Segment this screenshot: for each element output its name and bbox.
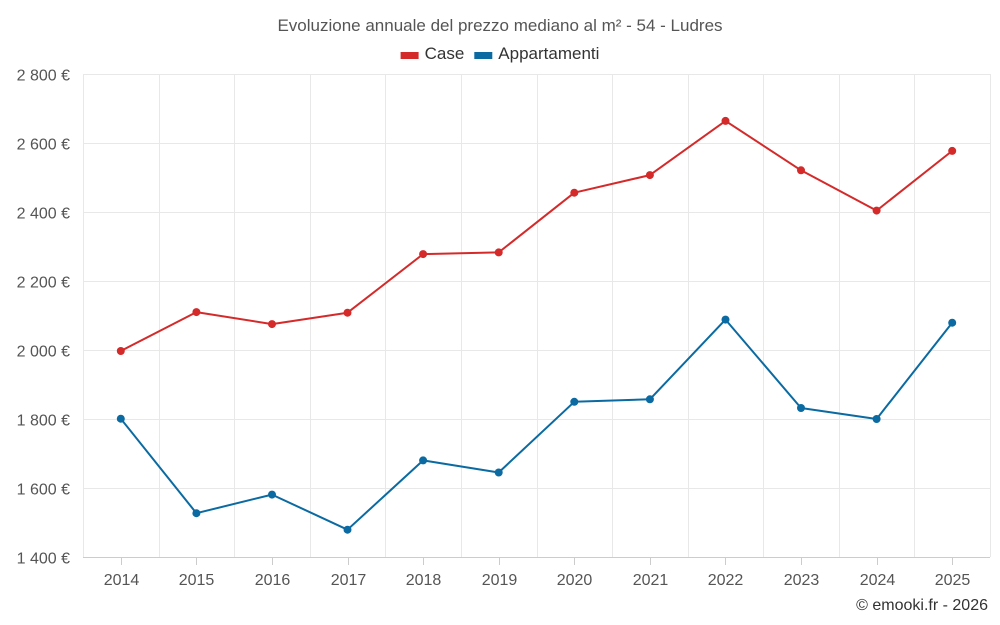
data-point-case[interactable] bbox=[343, 308, 352, 317]
x-tick-label: 2023 bbox=[784, 572, 820, 589]
x-tick-label: 2016 bbox=[255, 572, 291, 589]
chart-legend: Case Appartamenti bbox=[400, 44, 599, 63]
data-point-appartamenti[interactable] bbox=[645, 395, 654, 404]
data-point-appartamenti[interactable] bbox=[948, 318, 957, 327]
credit-text: © emooki.fr - 2026 bbox=[856, 597, 988, 614]
legend-item-appartamenti[interactable]: Appartamenti bbox=[474, 44, 599, 63]
legend-swatch bbox=[400, 52, 419, 59]
data-point-appartamenti[interactable] bbox=[570, 397, 579, 406]
x-tick-label: 2022 bbox=[708, 572, 744, 589]
series-appartamenti bbox=[116, 315, 957, 534]
data-point-case[interactable] bbox=[192, 308, 201, 317]
data-point-appartamenti[interactable] bbox=[192, 509, 201, 518]
data-point-appartamenti[interactable] bbox=[494, 468, 503, 477]
x-tick-label: 2021 bbox=[633, 572, 669, 589]
x-tick-label: 2015 bbox=[179, 572, 215, 589]
data-point-case[interactable] bbox=[570, 188, 579, 197]
x-tick-label: 2014 bbox=[104, 572, 140, 589]
x-tick-label: 2019 bbox=[482, 572, 518, 589]
data-point-case[interactable] bbox=[494, 248, 503, 257]
y-tick-label: 2 800 € bbox=[17, 68, 70, 85]
data-point-appartamenti[interactable] bbox=[268, 490, 276, 499]
data-point-appartamenti[interactable] bbox=[872, 415, 881, 423]
legend-item-case[interactable]: Case bbox=[400, 44, 465, 63]
data-point-appartamenti[interactable] bbox=[797, 404, 805, 412]
data-point-case[interactable] bbox=[116, 347, 125, 355]
x-tick-label: 2017 bbox=[331, 572, 367, 589]
legend-swatch bbox=[474, 52, 493, 59]
data-point-case[interactable] bbox=[268, 320, 276, 329]
series-line-case bbox=[119, 119, 954, 352]
data-point-case[interactable] bbox=[872, 206, 881, 215]
data-point-case[interactable] bbox=[419, 250, 428, 259]
x-tick-label: 2018 bbox=[406, 572, 442, 589]
data-point-appartamenti[interactable] bbox=[116, 414, 125, 423]
x-tick-label: 2025 bbox=[935, 572, 971, 589]
data-point-case[interactable] bbox=[948, 146, 957, 155]
data-point-appartamenti[interactable] bbox=[343, 525, 352, 534]
chart-grid bbox=[83, 74, 991, 557]
data-point-case[interactable] bbox=[721, 116, 730, 125]
y-axis: 1 400 € 1 600 € 1 800 € 2 000 € 2 200 € 2 400… bbox=[17, 68, 70, 568]
y-tick-label: 2 400 € bbox=[17, 206, 70, 223]
series-line-appartamenti bbox=[119, 318, 954, 531]
series-layer bbox=[116, 116, 957, 534]
legend-label: Appartamenti bbox=[498, 44, 599, 63]
y-tick-label: 2 600 € bbox=[17, 137, 70, 154]
legend-label: Case bbox=[425, 44, 465, 63]
x-tick-label: 2020 bbox=[557, 572, 593, 589]
y-tick-label: 1 600 € bbox=[17, 482, 70, 499]
series-case bbox=[116, 116, 957, 355]
data-point-case[interactable] bbox=[797, 166, 805, 175]
x-axis: 2014 2015 2016 2017 2018 2019 2020 2021 2022 2023… bbox=[83, 557, 990, 589]
data-point-appartamenti[interactable] bbox=[721, 315, 730, 324]
data-point-case[interactable] bbox=[645, 171, 654, 180]
y-tick-label: 2 000 € bbox=[17, 344, 70, 361]
y-tick-label: 2 200 € bbox=[17, 275, 70, 292]
y-tick-label: 1 400 € bbox=[17, 551, 70, 568]
x-tick-label: 2024 bbox=[860, 572, 896, 589]
chart-title: Evoluzione annuale del prezzo mediano al… bbox=[277, 16, 722, 35]
y-tick-label: 1 800 € bbox=[17, 413, 70, 430]
data-point-appartamenti[interactable] bbox=[419, 456, 428, 465]
